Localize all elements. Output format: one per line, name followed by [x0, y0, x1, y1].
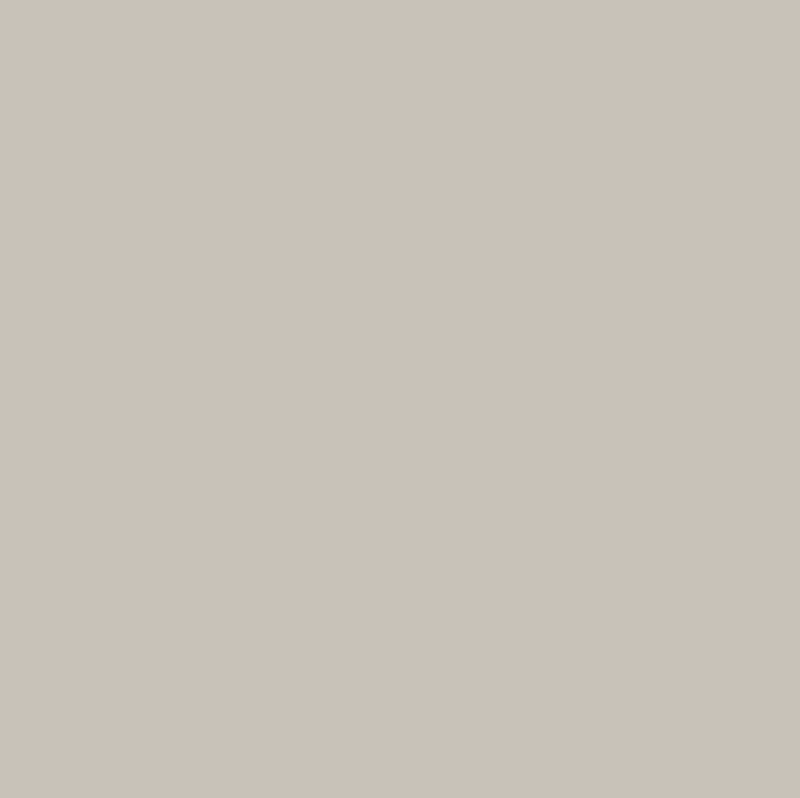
graph-plot	[0, 0, 800, 798]
